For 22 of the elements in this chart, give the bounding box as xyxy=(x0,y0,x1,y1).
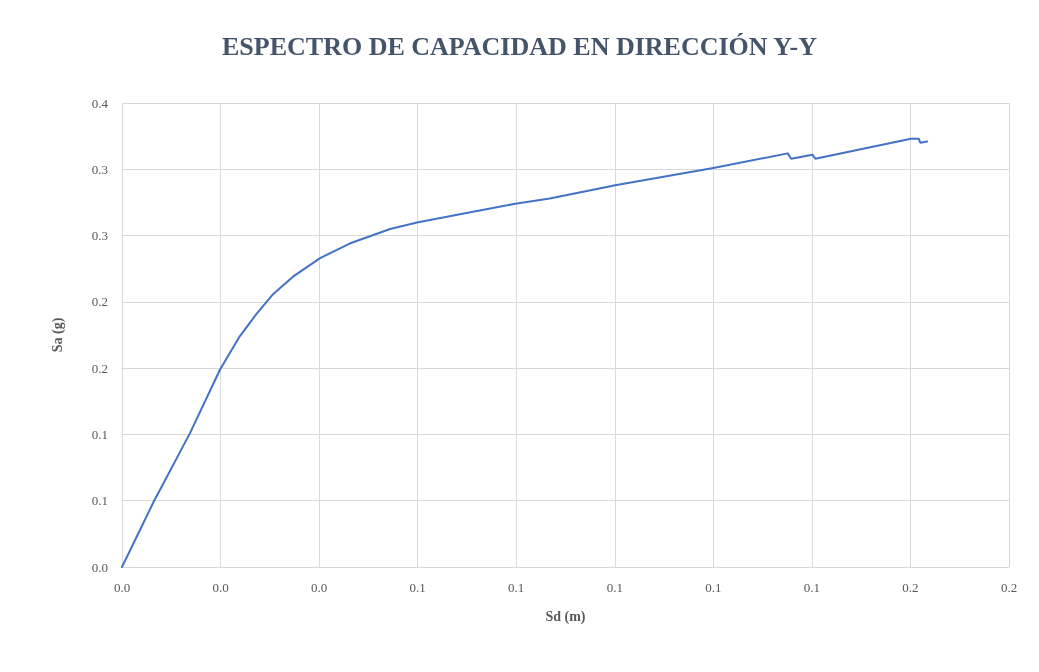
x-tick-label: 0.1 xyxy=(409,580,426,595)
y-tick-label: 0.4 xyxy=(91,95,109,111)
y-tick-label: 0.3 xyxy=(91,161,108,177)
line-series xyxy=(121,137,929,568)
x-tick-label: 0.2 xyxy=(902,580,919,595)
x-tick-label: 0.1 xyxy=(508,580,525,595)
y-tick-label: 0.1 xyxy=(91,493,108,509)
x-tick-label: 0.0 xyxy=(310,580,328,595)
y-axis-title: Sa (g) xyxy=(49,317,66,353)
y-tick-label: 0.0 xyxy=(91,559,108,575)
chart-title: ESPECTRO DE CAPACIDAD EN DIRECCIÓN Y-Y xyxy=(222,31,818,61)
y-tick-label: 0.1 xyxy=(91,426,108,442)
x-tick-label: 0.1 xyxy=(705,580,722,595)
x-tick-label: 0.1 xyxy=(803,580,821,595)
x-tick-label: 0.0 xyxy=(212,580,229,595)
x-tick-label: 0.2 xyxy=(1000,580,1018,595)
x-axis-title: Sd (m) xyxy=(545,608,586,625)
y-tick-label: 0.2 xyxy=(91,360,108,376)
x-tick-label: 0.1 xyxy=(606,580,623,595)
y-tick-label: 0.2 xyxy=(91,294,108,310)
y-tick-label: 0.3 xyxy=(91,228,108,244)
x-tick-label: 0.0 xyxy=(113,580,131,595)
